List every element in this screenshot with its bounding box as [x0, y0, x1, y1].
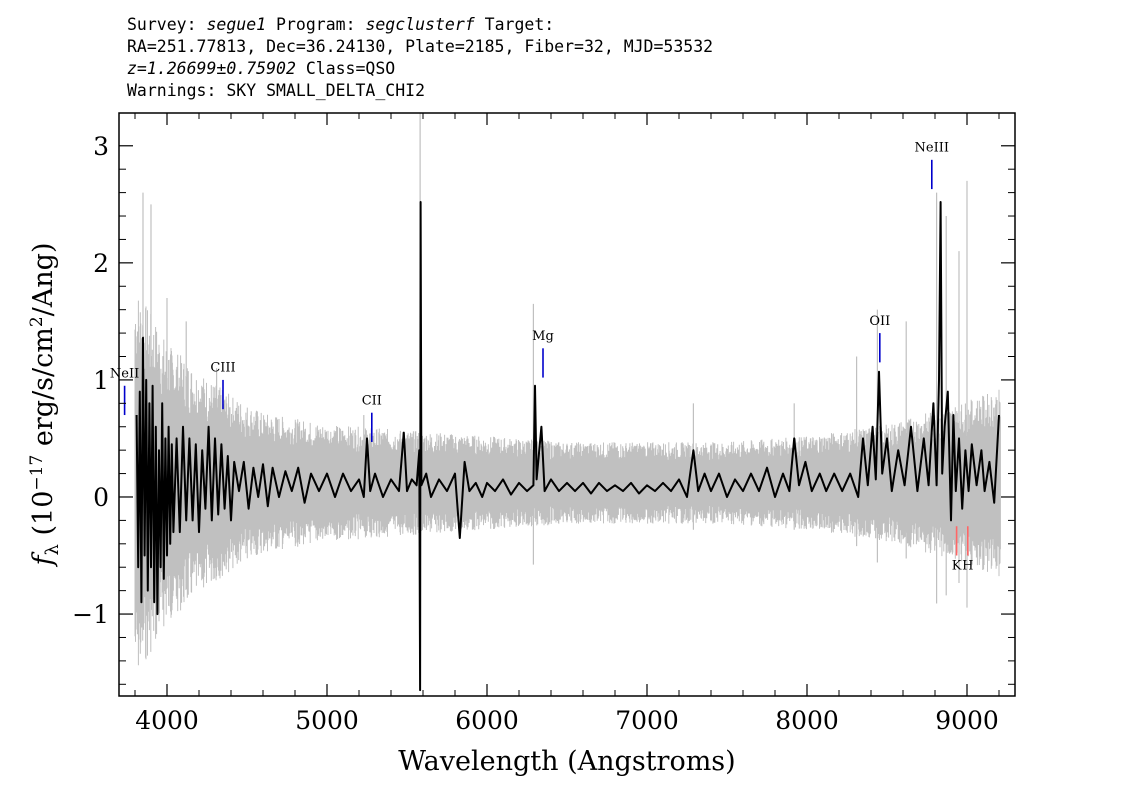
- program-name: segclusterf: [365, 15, 475, 34]
- x-tick-label: 9000: [935, 706, 999, 735]
- flux-layer: [135, 201, 1000, 692]
- line-markers-layer: NeII CIII CII Mg OII NeIII K H: [110, 141, 974, 574]
- target-label: Target:: [474, 15, 555, 34]
- survey-name: segue1: [206, 15, 267, 34]
- y-tick-label: 0: [93, 483, 109, 512]
- x-tick-label: 5000: [295, 706, 359, 735]
- x-axis-title: Wavelength (Angstroms): [398, 746, 735, 777]
- line-label-cii: CII: [362, 394, 382, 409]
- header-line-coordinates: RA=251.77813, Dec=36.24130, Plate=2185, …: [127, 37, 714, 56]
- flux-series: [135, 201, 1000, 692]
- ticks-layer: 4000 5000 6000 7000 8000 9000 −1 0 1 2 3: [72, 113, 1015, 735]
- y-axis-title: fλ (10−17 erg/s/cm2/Ang): [27, 243, 63, 568]
- spectrum-header: Survey: segue1 Program: segclusterf Targ…: [127, 14, 713, 102]
- line-label-h: H: [962, 559, 973, 574]
- y-tick-label: 3: [93, 132, 109, 161]
- header-line-survey: Survey: segue1 Program: segclusterf Targ…: [127, 14, 713, 36]
- error-band-layer: [134, 113, 1001, 666]
- survey-prefix: Survey:: [127, 15, 207, 34]
- y-tick-label: 2: [93, 249, 109, 278]
- line-label-k: K: [952, 559, 962, 574]
- class-value: Class=QSO: [295, 59, 396, 78]
- y-tick-label: 1: [93, 366, 109, 395]
- line-label-mg: Mg: [532, 329, 554, 344]
- line-label-ciii: CIII: [210, 361, 235, 376]
- line-label-neiii: NeIII: [915, 141, 949, 156]
- y-tick-label: −1: [72, 600, 109, 629]
- line-label-oii: OII: [869, 314, 890, 329]
- x-tick-label: 4000: [135, 706, 199, 735]
- x-tick-label: 7000: [615, 706, 679, 735]
- header-line-redshift: z=1.26699±0.75902 Class=QSO: [127, 58, 713, 80]
- plot-frame: [118, 112, 1016, 697]
- line-label-neii: NeII: [110, 367, 139, 382]
- x-tick-label: 8000: [775, 706, 839, 735]
- x-tick-label: 6000: [455, 706, 519, 735]
- program-prefix: Program:: [266, 15, 366, 34]
- redshift-value: z=1.26699±0.75902: [127, 59, 296, 78]
- header-line-warnings: Warnings: SKY SMALL_DELTA_CHI2: [127, 81, 426, 100]
